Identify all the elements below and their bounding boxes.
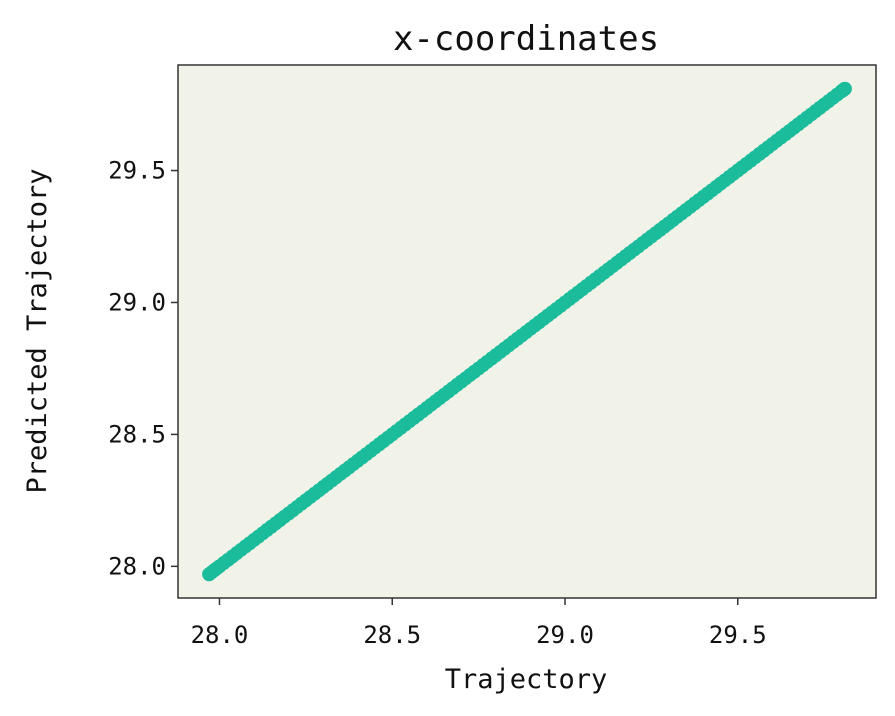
- y-axis-ticks: 28.0 28.5 29.0 29.5: [108, 157, 178, 580]
- y-tick-label: 28.5: [108, 420, 166, 448]
- y-tick-label: 29.5: [108, 157, 166, 185]
- chart-title: x-coordinates: [393, 19, 659, 59]
- scatter-point: [837, 81, 852, 96]
- x-axis-ticks: 28.0 28.5 29.0 29.5: [191, 598, 767, 649]
- x-tick-label: 29.0: [536, 621, 594, 649]
- y-axis-title: Predicted Trajectory: [22, 168, 53, 493]
- scatter-points: [202, 81, 852, 582]
- x-axis-title: Trajectory: [445, 664, 608, 695]
- y-tick-label: 29.0: [108, 288, 166, 316]
- x-tick-label: 28.5: [363, 621, 421, 649]
- y-tick-label: 28.0: [108, 552, 166, 580]
- x-tick-label: 29.5: [709, 621, 767, 649]
- x-tick-label: 28.0: [191, 621, 249, 649]
